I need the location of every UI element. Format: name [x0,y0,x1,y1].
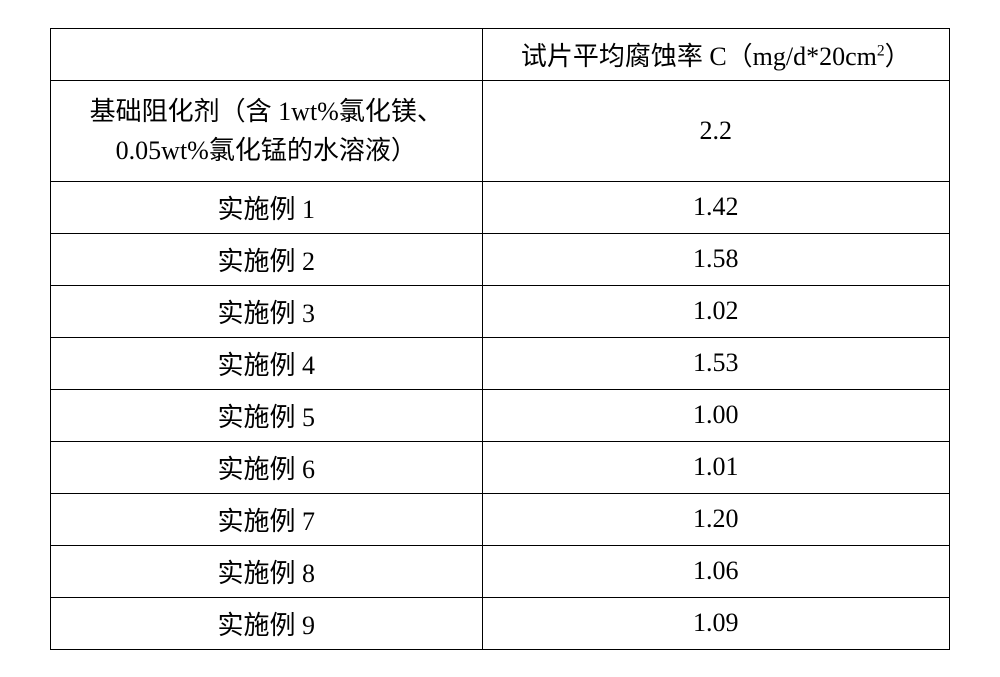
example-rate: 1.09 [482,597,949,649]
example-label: 实施例 7 [51,493,483,545]
table-row: 实施例 5 1.00 [51,389,950,441]
example-label: 实施例 2 [51,233,483,285]
example-rate: 1.01 [482,441,949,493]
example-label: 实施例 5 [51,389,483,441]
header-cell-right: 试片平均腐蚀率 C（mg/d*20cm2） [482,28,949,80]
example-rate: 1.42 [482,181,949,233]
example-label: 实施例 3 [51,285,483,337]
example-label: 实施例 8 [51,545,483,597]
example-rate: 1.02 [482,285,949,337]
base-inhibitor-label-line1: 基础阻化剂（含 1wt%氯化镁、 [90,97,443,126]
example-label: 实施例 9 [51,597,483,649]
table-row: 实施例 3 1.02 [51,285,950,337]
example-rate: 1.06 [482,545,949,597]
base-inhibitor-label-line2: 0.05wt%氯化锰的水溶液） [116,136,417,165]
example-rate: 1.53 [482,337,949,389]
base-inhibitor-rate: 2.2 [482,80,949,181]
example-rate: 1.58 [482,233,949,285]
corrosion-table: 试片平均腐蚀率 C（mg/d*20cm2） 基础阻化剂（含 1wt%氯化镁、 0… [50,28,950,650]
header-cell-left [51,28,483,80]
table-header-row: 试片平均腐蚀率 C（mg/d*20cm2） [51,28,950,80]
table-row: 实施例 4 1.53 [51,337,950,389]
table-row: 实施例 6 1.01 [51,441,950,493]
example-label: 实施例 6 [51,441,483,493]
example-label: 实施例 1 [51,181,483,233]
example-label: 实施例 4 [51,337,483,389]
table-row: 实施例 2 1.58 [51,233,950,285]
example-rate: 1.20 [482,493,949,545]
table-row: 实施例 7 1.20 [51,493,950,545]
base-inhibitor-row: 基础阻化剂（含 1wt%氯化镁、 0.05wt%氯化锰的水溶液） 2.2 [51,80,950,181]
table-row: 实施例 9 1.09 [51,597,950,649]
table-row: 实施例 1 1.42 [51,181,950,233]
base-inhibitor-label: 基础阻化剂（含 1wt%氯化镁、 0.05wt%氯化锰的水溶液） [51,80,483,181]
example-rate: 1.00 [482,389,949,441]
table-row: 实施例 8 1.06 [51,545,950,597]
corrosion-table-container: 试片平均腐蚀率 C（mg/d*20cm2） 基础阻化剂（含 1wt%氯化镁、 0… [50,28,950,650]
